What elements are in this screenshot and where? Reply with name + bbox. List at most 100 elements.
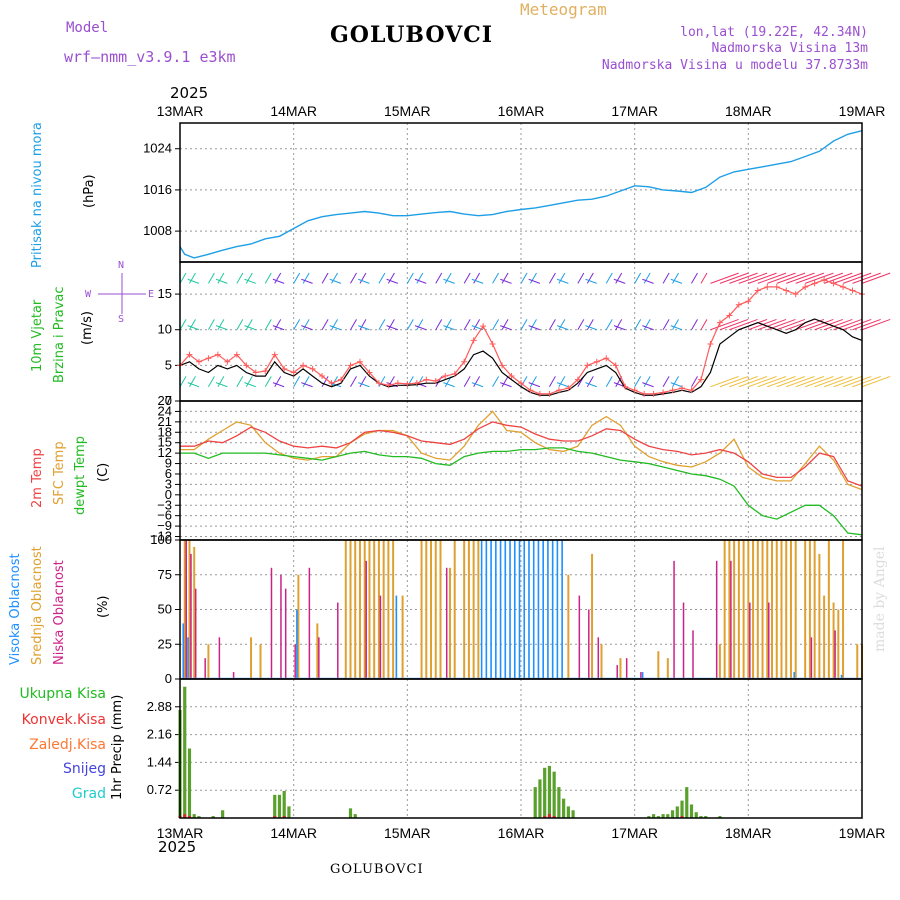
wind-barb <box>236 319 244 330</box>
x-tick-label-top: 17MAR <box>611 103 658 119</box>
y-tick-label: 27 <box>158 393 172 408</box>
mid-cloud-bar <box>832 602 835 679</box>
wind-barb <box>823 376 853 388</box>
wind-barb <box>804 272 834 284</box>
wind-barb <box>378 272 386 284</box>
wind-barb <box>264 376 272 387</box>
y-tick-label: 1016 <box>143 182 172 197</box>
wind-gust-series <box>179 318 863 396</box>
wind-barb <box>530 376 537 387</box>
mid-cloud-bar <box>188 540 191 679</box>
wind-barb <box>414 278 427 284</box>
low-cloud-bar <box>318 637 320 679</box>
wind-barb <box>302 319 310 330</box>
low-cloud-bar <box>204 658 206 679</box>
precip-convective-bar <box>273 816 277 818</box>
wind-barb <box>556 325 569 331</box>
mid-cloud-bar <box>733 540 736 679</box>
wind-barb <box>852 272 881 284</box>
low-cloud-bar <box>337 602 339 679</box>
high-cloud-bar <box>537 540 540 679</box>
mid-cloud-bar <box>448 567 451 679</box>
high-cloud-bar <box>187 637 189 679</box>
wind-barb <box>548 272 556 284</box>
wind-barb <box>302 376 310 387</box>
high-cloud-bar <box>504 540 507 679</box>
precip-total-bar <box>718 816 722 818</box>
wind-speed-marker <box>764 283 771 290</box>
wind-barb <box>634 376 642 387</box>
wind-barb <box>357 325 370 331</box>
precip-convective-bar <box>282 816 286 818</box>
wind-barb <box>670 278 683 284</box>
wind-barb <box>586 376 594 387</box>
high-cloud-bar <box>518 540 521 679</box>
precip-convective-bar <box>183 814 187 818</box>
wind-speed-marker <box>290 369 297 376</box>
precip-total-bar <box>183 686 187 818</box>
wind-barb <box>767 272 796 284</box>
wind-barb <box>757 376 787 388</box>
wind-barb <box>748 272 777 284</box>
wind-speed-marker <box>300 362 307 369</box>
wind-barb <box>729 272 758 284</box>
wind-barb <box>443 382 455 388</box>
wind-barb <box>387 319 395 330</box>
low-cloud-bar <box>715 560 718 679</box>
wind-speed-marker <box>527 387 534 394</box>
low-cloud-bar <box>768 602 770 679</box>
wind-speed-marker <box>849 287 856 294</box>
wind-speed-marker <box>375 380 382 387</box>
wind-barb <box>274 319 282 330</box>
wind-barb <box>406 319 414 330</box>
wind-barb <box>443 278 455 284</box>
mid-cloud-bar <box>363 540 366 679</box>
wind-barb <box>378 376 386 387</box>
wind-barb <box>861 376 891 388</box>
wind-speed-marker <box>631 387 638 394</box>
x-tick-label-top: 15MAR <box>384 103 431 119</box>
mid-cloud-bar <box>349 540 352 679</box>
mid-cloud-bar <box>666 658 669 679</box>
wind-speed-marker <box>451 370 458 377</box>
wind-barb <box>435 319 443 330</box>
high-cloud-bar <box>840 674 843 679</box>
wind-barb <box>350 376 357 387</box>
y-tick-label: 75 <box>158 567 172 582</box>
wind-barb <box>321 376 329 387</box>
mid-cloud-bar <box>756 540 759 679</box>
mid-cloud-bar <box>591 553 594 679</box>
wind-barb <box>217 272 225 284</box>
dewpoint-series <box>180 447 863 536</box>
low-cloud-bar <box>692 630 694 679</box>
mid-cloud-bar <box>771 540 774 679</box>
mid-cloud-bar <box>387 540 390 679</box>
x-tick-label-top: 16MAR <box>498 103 545 119</box>
wind-barb <box>634 272 642 284</box>
mid-cloud-bar <box>430 540 433 679</box>
wind-barb <box>217 319 225 330</box>
mid-cloud-bar <box>377 540 380 679</box>
high-cloud-bar <box>485 540 488 679</box>
y-tick-label: −6 <box>157 508 172 523</box>
wind-barb <box>548 376 556 387</box>
wind-speed-marker <box>243 362 250 369</box>
wind-barb <box>842 376 872 388</box>
wind-barb <box>274 376 282 387</box>
wind-speed-marker <box>347 362 354 369</box>
wind-speed-marker <box>252 369 259 376</box>
wind-speed-marker <box>233 351 240 358</box>
mid-cloud-bar <box>823 595 826 679</box>
wind-barb <box>293 376 301 387</box>
wind-barb <box>492 272 500 284</box>
low-cloud-bar <box>280 574 282 679</box>
wind-speed-marker <box>271 351 278 358</box>
year-top: 2025 <box>170 84 209 102</box>
mid-cloud-bar <box>766 540 769 679</box>
wind-barb <box>605 319 613 330</box>
high-cloud-bar <box>509 540 511 679</box>
precip-total-bar <box>656 816 660 818</box>
high-cloud-bar <box>561 540 563 679</box>
wind-barb <box>520 376 528 387</box>
